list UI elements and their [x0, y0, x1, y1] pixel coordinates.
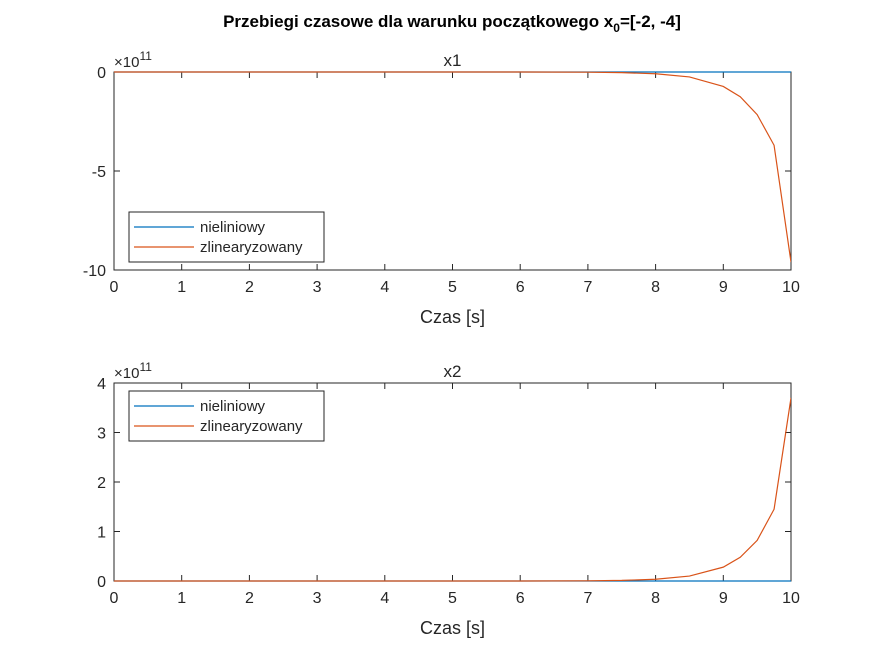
y-tick-label: 4 — [97, 376, 106, 393]
x-tick-label: 7 — [583, 590, 592, 607]
legend: nieliniowy zlinearyzowany — [128, 390, 325, 442]
x-tick-label: 9 — [719, 590, 728, 607]
x-tick-label: 2 — [245, 279, 254, 296]
x-tick-label: 4 — [380, 590, 389, 607]
x-tick-label: 6 — [516, 590, 525, 607]
y-tick-label: 2 — [97, 475, 106, 492]
x-tick-label: 1 — [177, 279, 186, 296]
x-axis-label: Czas [s] — [420, 618, 485, 638]
legend-entry: zlinearyzowany — [200, 418, 303, 435]
y-multiplier-label: ×1011 — [114, 49, 152, 71]
x-tick-label: 1 — [177, 590, 186, 607]
legend-entry: zlinearyzowany — [200, 239, 303, 256]
axes-x2: 0 1 2 3 4 5 6 7 8 9 10 0 1 2 3 4 ×1011 x2 Czas [s] nielinio… — [97, 360, 800, 638]
series-line-zlinearyzowany — [114, 71, 791, 263]
legend-box — [128, 390, 325, 442]
axes-title: x1 — [444, 51, 462, 70]
y-multiplier-label: ×1011 — [114, 360, 152, 382]
x-tick-label: 3 — [313, 590, 322, 607]
x-tick-label: 5 — [448, 590, 457, 607]
legend: nieliniowy zlinearyzowany — [128, 211, 325, 263]
axes-title: x2 — [444, 362, 462, 381]
y-tick-label: -5 — [92, 164, 106, 181]
figure-title: Przebiegi czasowe dla warunku początkowe… — [223, 12, 681, 35]
x-tick-label: 5 — [448, 279, 457, 296]
x-tick-label: 4 — [380, 279, 389, 296]
x-tick-label: 10 — [782, 590, 800, 607]
y-tick-label: 0 — [97, 574, 106, 591]
x-tick-label: 9 — [719, 279, 728, 296]
x-tick-label: 6 — [516, 279, 525, 296]
x-tick-label: 2 — [245, 590, 254, 607]
x-tick-label: 10 — [782, 279, 800, 296]
legend-entry: nieliniowy — [200, 219, 266, 236]
y-multiplier-exponent: 11 — [139, 360, 152, 374]
series-line-zlinearyzowany — [114, 397, 791, 582]
y-tick-label: 3 — [97, 426, 106, 443]
figure-title-subscript: 0 — [613, 21, 620, 35]
x-tick-label: 0 — [110, 590, 119, 607]
y-tick-label: 1 — [97, 525, 106, 542]
y-multiplier-base: ×10 — [114, 365, 139, 382]
axes-x1: 0 1 2 3 4 5 6 7 8 9 10 -10 -5 0 ×1011 x1 Czas [s] nielini… — [83, 49, 800, 327]
x-tick-label: 7 — [583, 279, 592, 296]
y-tick-label: 0 — [97, 65, 106, 82]
x-axis-label: Czas [s] — [420, 307, 485, 327]
y-multiplier-base: ×10 — [114, 54, 139, 71]
x-tick-label: 3 — [313, 279, 322, 296]
y-multiplier-exponent: 11 — [139, 49, 152, 63]
x-tick-label: 8 — [651, 590, 660, 607]
x-tick-label: 8 — [651, 279, 660, 296]
y-tick-label: -10 — [83, 263, 106, 280]
legend-box — [128, 211, 325, 263]
figure-title-main: Przebiegi czasowe dla warunku początkowe… — [223, 12, 614, 31]
legend-entry: nieliniowy — [200, 398, 266, 415]
figure-title-suffix: =[-2, -4] — [620, 12, 681, 31]
x-tick-label: 0 — [110, 279, 119, 296]
